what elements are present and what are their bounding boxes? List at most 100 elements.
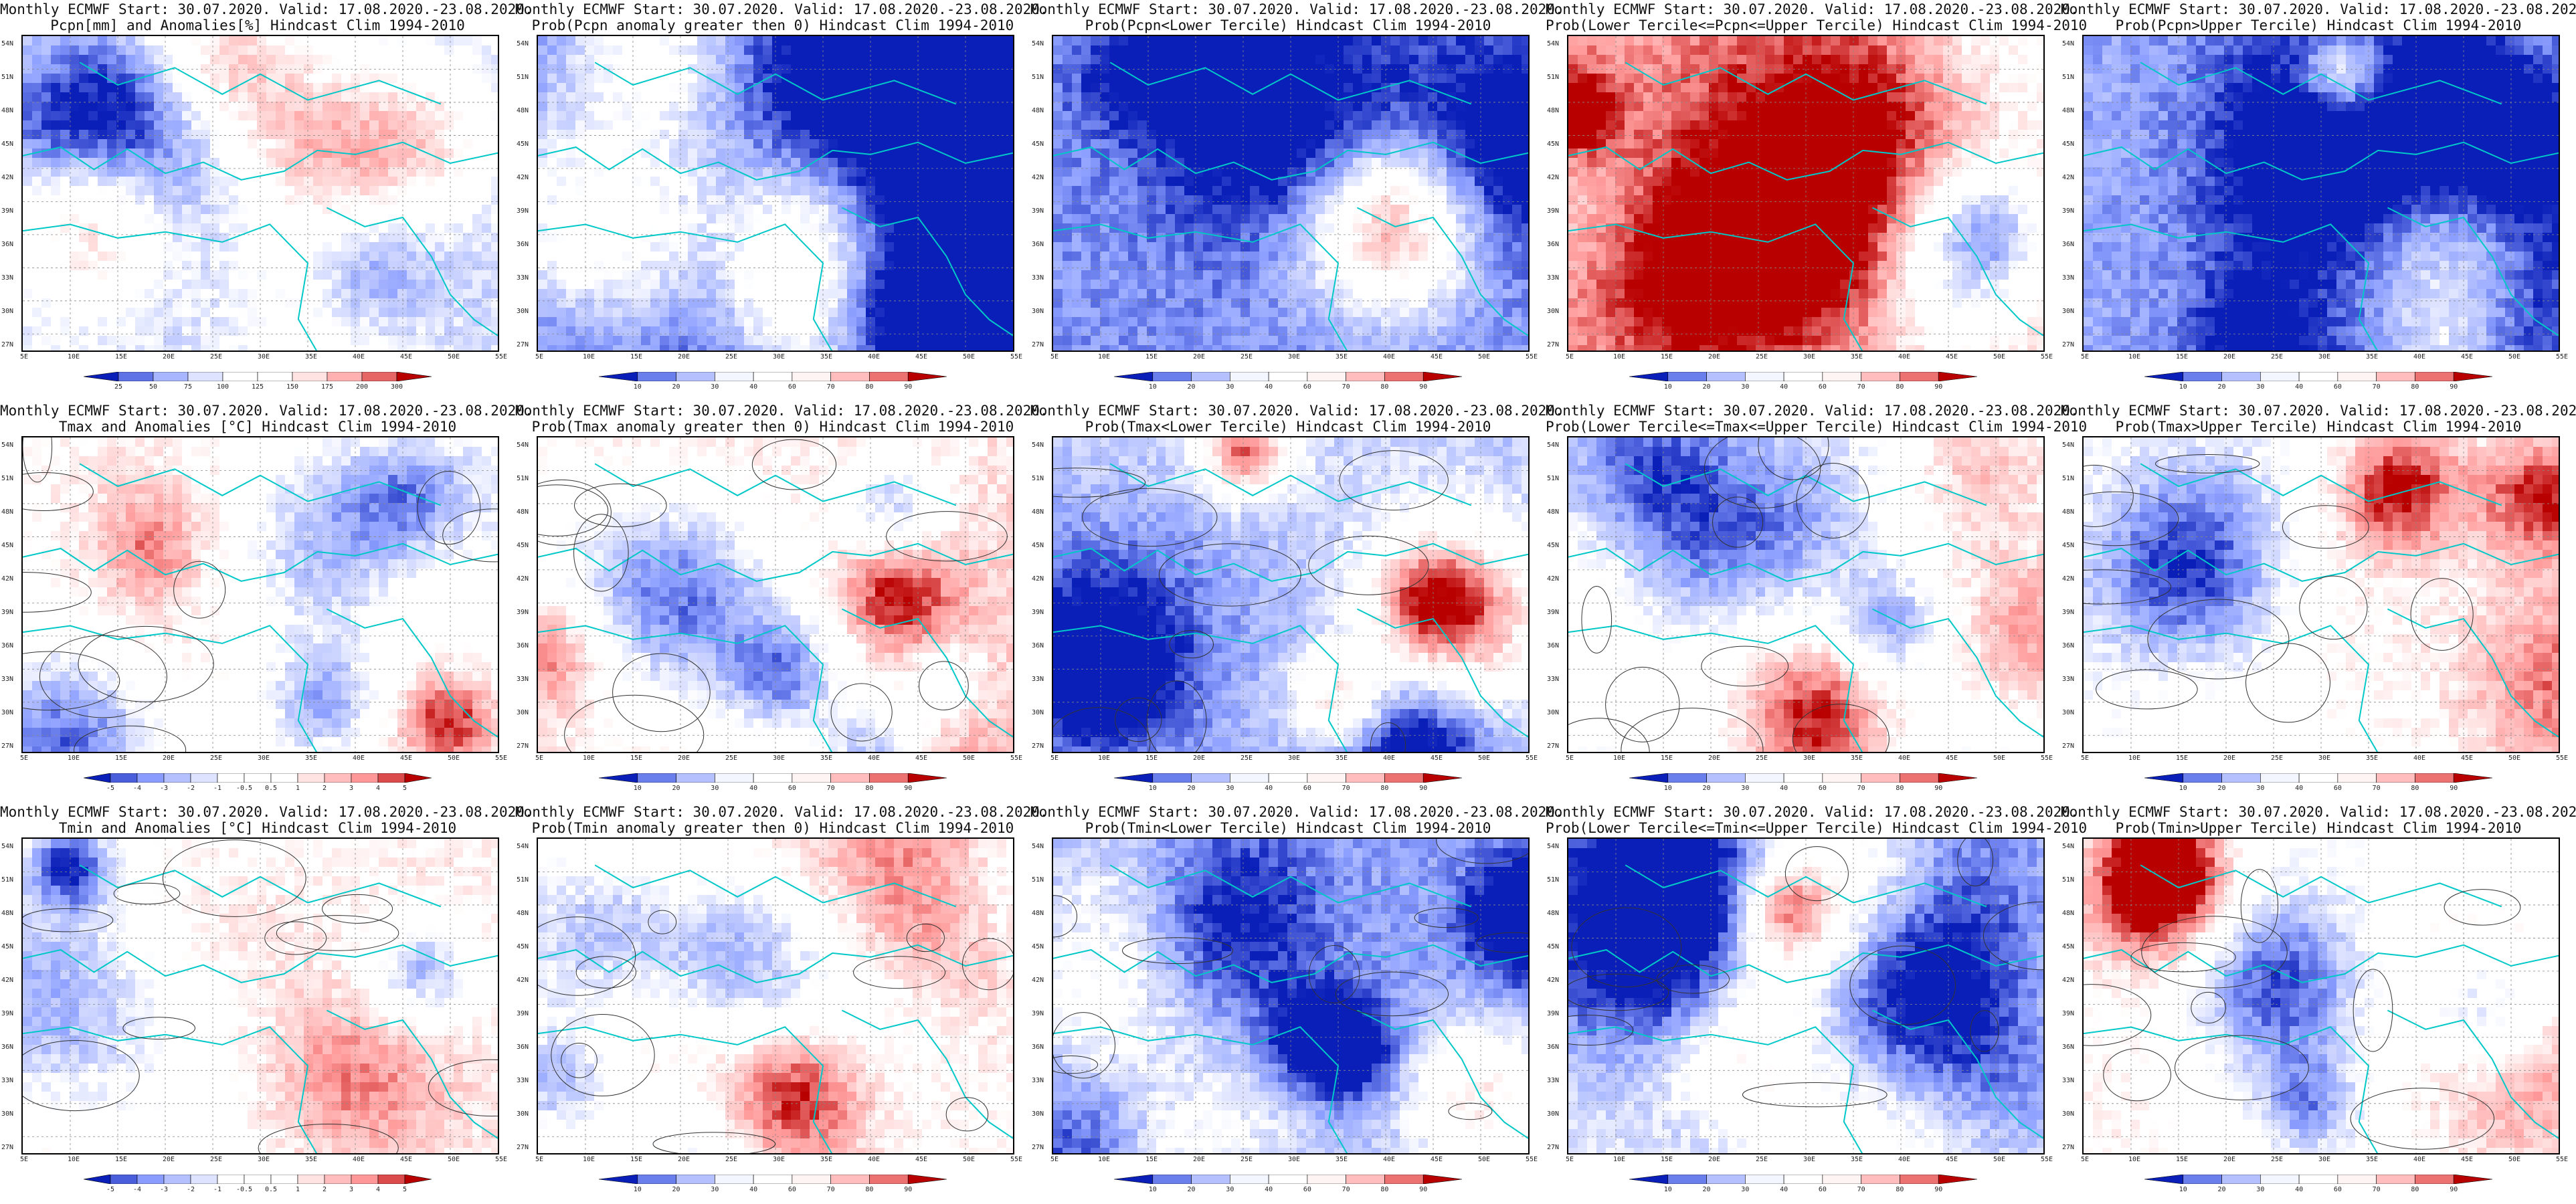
colorbar-tick-label: 90 <box>1934 1186 1942 1193</box>
colorbar <box>2144 372 2492 381</box>
longitude-label: 55E <box>1526 353 1538 361</box>
latitude-label: 42N <box>517 174 529 181</box>
longitude-label: 35E <box>2366 755 2378 762</box>
longitude-label: 20E <box>163 1156 175 1163</box>
longitude-label: 45E <box>400 1156 412 1163</box>
panel-title-line-1: Monthly ECMWF Start: 30.07.2020. Valid: … <box>1546 403 2079 419</box>
latitude-label: 27N <box>517 742 529 750</box>
longitude-label: 45E <box>2461 1156 2473 1163</box>
longitude-label: 35E <box>1851 353 1863 361</box>
longitude-label: 20E <box>2223 1156 2235 1163</box>
longitude-label: 45E <box>915 353 927 361</box>
colorbar <box>84 372 432 381</box>
map-field <box>538 839 1013 1153</box>
forecast-map <box>1052 837 1530 1155</box>
longitude-label: 35E <box>1851 1156 1863 1163</box>
colorbar-tick-label: 30 <box>1226 785 1234 792</box>
latitude-label: 33N <box>1 1077 13 1084</box>
latitude-label: 51N <box>1032 74 1044 81</box>
colorbar-tick-label: 3 <box>349 785 353 792</box>
colorbar-tick-label: 90 <box>1419 1186 1427 1193</box>
longitude-label: 30E <box>258 1156 270 1163</box>
longitude-label: 55E <box>495 1156 507 1163</box>
colorbar-tick-label: 80 <box>2411 1186 2419 1193</box>
longitude-label: 40E <box>1383 755 1395 762</box>
longitude-label: 45E <box>1946 755 1958 762</box>
latitude-label: 39N <box>1032 207 1044 215</box>
longitude-label: 30E <box>1288 353 1300 361</box>
colorbar-tick-label: 30 <box>2256 785 2264 792</box>
latitude-label: 51N <box>1 876 13 884</box>
latitude-label: 51N <box>1032 475 1044 482</box>
longitude-label: 40E <box>2413 755 2425 762</box>
forecast-panel: Monthly ECMWF Start: 30.07.2020. Valid: … <box>2061 401 2576 803</box>
latitude-label: 33N <box>517 274 529 282</box>
map-field <box>538 437 1013 752</box>
panel-title-line-2: Prob(Lower Tercile<=Pcpn<=Upper Tercile)… <box>1546 17 2087 33</box>
forecast-panel: Monthly ECMWF Start: 30.07.2020. Valid: … <box>515 803 1048 1204</box>
colorbar <box>1114 1175 1462 1184</box>
colorbar-tick-label: -2 <box>187 785 195 792</box>
latitude-label: 45N <box>1032 542 1044 549</box>
colorbar-tick-label: 75 <box>184 383 192 391</box>
latitude-label: 27N <box>1 341 13 348</box>
longitude-label: 50E <box>2508 755 2520 762</box>
longitude-label: 5E <box>1050 755 1059 762</box>
latitude-label: 51N <box>2062 74 2074 81</box>
colorbar-tick-label: 300 <box>391 383 403 391</box>
longitude-label: 55E <box>1526 1156 1538 1163</box>
longitude-label: 40E <box>353 755 365 762</box>
longitude-label: 25E <box>1756 1156 1768 1163</box>
latitude-label: 33N <box>1032 1077 1044 1084</box>
map-field <box>2084 437 2559 752</box>
forecast-map <box>1567 837 2045 1155</box>
longitude-label: 50E <box>1993 755 2005 762</box>
colorbar-tick-label: 40 <box>1265 383 1273 391</box>
longitude-label: 15E <box>630 353 642 361</box>
latitude-label: 45N <box>1547 140 1559 148</box>
latitude-label: 39N <box>2062 207 2074 215</box>
longitude-label: 40E <box>353 353 365 361</box>
longitude-label: 55E <box>2041 1156 2053 1163</box>
longitude-label: 15E <box>1661 353 1673 361</box>
map-field <box>1568 839 2043 1153</box>
latitude-label: 30N <box>1032 1110 1044 1118</box>
colorbar-tick-label: 30 <box>1226 1186 1234 1193</box>
longitude-label: 45E <box>915 755 927 762</box>
panel-title-line-1: Monthly ECMWF Start: 30.07.2020. Valid: … <box>1546 1 2079 17</box>
map-field <box>1053 36 1528 350</box>
forecast-panel: Monthly ECMWF Start: 30.07.2020. Valid: … <box>1030 401 1564 803</box>
forecast-panel: Monthly ECMWF Start: 30.07.2020. Valid: … <box>1030 0 1564 401</box>
longitude-label: 5E <box>1050 1156 1059 1163</box>
forecast-map <box>21 837 499 1155</box>
longitude-label: 15E <box>1145 353 1158 361</box>
colorbar-tick-label: 10 <box>1149 383 1157 391</box>
longitude-label: 5E <box>1566 755 1574 762</box>
latitude-label: 42N <box>1547 174 1559 181</box>
longitude-label: 25E <box>1240 755 1253 762</box>
latitude-label: 51N <box>1 74 13 81</box>
latitude-label: 30N <box>1547 709 1559 716</box>
colorbar-tick-label: 20 <box>672 1186 680 1193</box>
longitude-label: 50E <box>1478 1156 1490 1163</box>
panel-title-line-1: Monthly ECMWF Start: 30.07.2020. Valid: … <box>1030 1 1564 17</box>
longitude-label: 10E <box>2128 353 2140 361</box>
latitude-label: 30N <box>1547 1110 1559 1118</box>
colorbar-tick-label: 10 <box>634 1186 642 1193</box>
colorbar-tick-label: 40 <box>749 785 757 792</box>
colorbar-tick-label: 40 <box>1780 785 1788 792</box>
forecast-map <box>1052 436 1530 753</box>
forecast-map <box>2082 35 2560 352</box>
panel-title-line-1: Monthly ECMWF Start: 30.07.2020. Valid: … <box>1546 804 2079 820</box>
colorbar-tick-label: 90 <box>2450 383 2458 391</box>
longitude-label: 15E <box>115 1156 127 1163</box>
latitude-label: 27N <box>1547 341 1559 348</box>
latitude-label: 54N <box>1 843 13 850</box>
colorbar-tick-label: 40 <box>749 383 757 391</box>
colorbar-tick-label: 70 <box>2373 785 2381 792</box>
colorbar-tick-label: 90 <box>1419 785 1427 792</box>
longitude-label: 55E <box>1010 1156 1022 1163</box>
longitude-label: 10E <box>1613 755 1625 762</box>
longitude-label: 35E <box>1851 755 1863 762</box>
panel-title-line-2: Prob(Lower Tercile<=Tmin<=Upper Tercile)… <box>1546 820 2087 836</box>
